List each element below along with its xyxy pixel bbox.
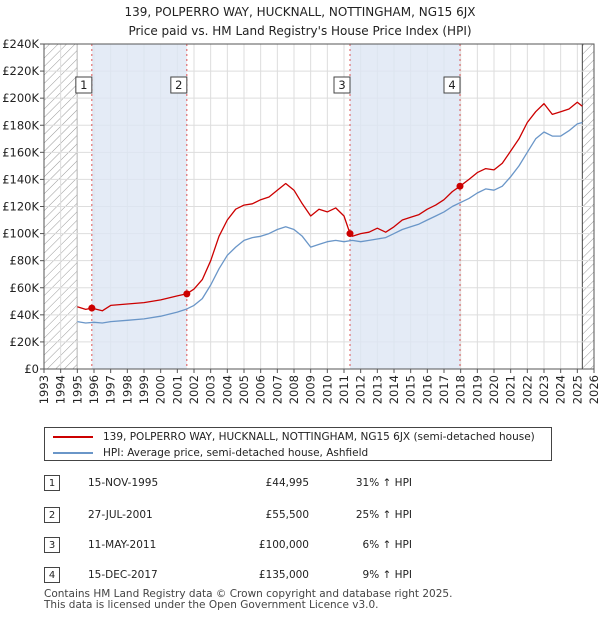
transaction-id: 4	[44, 567, 60, 583]
transaction-row: 1 15-NOV-1995 £44,995 31% ↑ HPI	[44, 475, 564, 493]
y-tick-label: £60K	[10, 281, 40, 295]
y-tick-label: £160K	[2, 145, 39, 159]
chart-legend: 139, POLPERRO WAY, HUCKNALL, NOTTINGHAM,…	[44, 427, 552, 461]
x-tick-label: 2017	[437, 375, 451, 404]
transaction-band	[350, 44, 460, 369]
transaction-date: 11-MAY-2011	[88, 539, 157, 551]
footer: Contains HM Land Registry data © Crown c…	[44, 589, 452, 611]
x-tick-label: 2004	[220, 375, 234, 404]
transaction-label-box	[170, 76, 188, 94]
x-tick-label: 2013	[370, 375, 384, 404]
y-tick-label: £200K	[2, 91, 39, 105]
legend-swatch-property	[53, 435, 93, 438]
x-tick-label: 2014	[387, 375, 401, 404]
y-tick-label: £0	[24, 362, 39, 376]
transaction-id: 2	[44, 507, 60, 523]
footer-copyright: Contains HM Land Registry data © Crown c…	[44, 588, 453, 600]
x-tick-label: 2002	[187, 375, 201, 404]
x-tick-label: 2019	[470, 375, 484, 404]
transaction-price: £100,000	[258, 539, 309, 551]
y-tick-label: £140K	[2, 172, 39, 186]
transaction-label-number: 1	[80, 78, 87, 92]
legend-label-hpi: HPI: Average price, semi-detached house,…	[103, 446, 369, 459]
y-tick-label: £220K	[2, 64, 39, 78]
y-tick-label: £40K	[10, 308, 40, 322]
y-tick-label: £240K	[2, 37, 39, 51]
transaction-point	[183, 290, 191, 298]
x-tick-label: 2023	[537, 375, 551, 404]
x-tick-label: 2006	[254, 375, 268, 404]
x-tick-label: 2026	[587, 375, 600, 404]
x-tick-label: 2005	[237, 375, 251, 404]
transaction-date: 27-JUL-2001	[88, 509, 153, 521]
legend-label-property: 139, POLPERRO WAY, HUCKNALL, NOTTINGHAM,…	[103, 430, 535, 443]
transaction-point	[456, 182, 464, 190]
transaction-label-number: 2	[175, 78, 182, 92]
transaction-hpi-change: 25% ↑ HPI	[355, 509, 412, 521]
transaction-price: £135,000	[258, 569, 309, 581]
chart-title: 139, POLPERRO WAY, HUCKNALL, NOTTINGHAM,…	[0, 3, 600, 41]
transaction-hpi-change: 9% ↑ HPI	[362, 569, 412, 581]
x-tick-label: 2025	[570, 375, 584, 404]
x-tick-label: 2018	[454, 375, 468, 404]
x-tick-label: 2020	[487, 375, 501, 404]
transaction-row: 4 15-DEC-2017 £135,000 9% ↑ HPI	[44, 567, 564, 585]
transaction-date: 15-DEC-2017	[88, 569, 158, 581]
chart-title-line2: Price paid vs. HM Land Registry's House …	[128, 24, 472, 38]
x-tick-label: 2009	[304, 375, 318, 404]
chart-title-line1: 139, POLPERRO WAY, HUCKNALL, NOTTINGHAM,…	[124, 5, 476, 19]
transaction-label-number: 4	[448, 78, 455, 92]
y-tick-label: £180K	[2, 118, 39, 132]
transaction-label-box	[75, 76, 93, 94]
x-tick-label: 2008	[287, 375, 301, 404]
x-tick-label: 1994	[54, 375, 68, 404]
x-tick-label: 2000	[154, 375, 168, 404]
x-tick-label: 1993	[37, 375, 51, 404]
transaction-price: £55,500	[265, 509, 309, 521]
x-tick-label: 1995	[70, 375, 84, 404]
y-tick-label: £20K	[10, 335, 40, 349]
x-tick-label: 2001	[170, 375, 184, 404]
x-tick-label: 2024	[554, 375, 568, 404]
legend-swatch-hpi	[53, 451, 93, 454]
x-tick-label: 2011	[337, 375, 351, 404]
x-tick-label: 2003	[204, 375, 218, 404]
transaction-hpi-change: 6% ↑ HPI	[362, 539, 412, 551]
legend-item-property: 139, POLPERRO WAY, HUCKNALL, NOTTINGHAM,…	[53, 428, 535, 445]
transaction-row: 2 27-JUL-2001 £55,500 25% ↑ HPI	[44, 507, 564, 525]
x-tick-label: 1997	[104, 375, 118, 404]
transaction-point	[88, 304, 96, 312]
transaction-label-number: 3	[338, 78, 345, 92]
x-tick-label: 2012	[354, 375, 368, 404]
transaction-row: 3 11-MAY-2011 £100,000 6% ↑ HPI	[44, 537, 564, 555]
x-tick-label: 2010	[320, 375, 334, 404]
y-tick-label: £100K	[2, 227, 39, 241]
transaction-id: 1	[44, 475, 60, 491]
hpi-series-line	[77, 121, 583, 324]
x-tick-label: 2007	[270, 375, 284, 404]
x-tick-label: 2021	[504, 375, 518, 404]
transaction-date: 15-NOV-1995	[88, 477, 159, 489]
footer-licence: This data is licensed under the Open Gov…	[44, 599, 379, 611]
transaction-point	[346, 230, 354, 238]
x-tick-label: 1998	[120, 375, 134, 404]
price-chart: 1 2 3 4 £0 £20K £40K £60K £80K £100K £120K £140K £1…	[2, 37, 600, 404]
y-tick-label: £120K	[2, 200, 39, 214]
y-tick-label: £80K	[10, 254, 40, 268]
transaction-price: £44,995	[265, 477, 309, 489]
x-tick-label: 1999	[137, 375, 151, 404]
legend-item-hpi: HPI: Average price, semi-detached house,…	[53, 444, 368, 461]
x-tick-label: 2015	[404, 375, 418, 404]
transaction-label-box	[443, 76, 461, 94]
x-tick-label: 2016	[420, 375, 434, 404]
transaction-id: 3	[44, 537, 60, 553]
transaction-label-box	[333, 76, 351, 94]
x-tick-label: 1996	[87, 375, 101, 404]
transaction-hpi-change: 31% ↑ HPI	[355, 477, 412, 489]
x-tick-label: 2022	[520, 375, 534, 404]
transaction-band	[91, 44, 187, 369]
